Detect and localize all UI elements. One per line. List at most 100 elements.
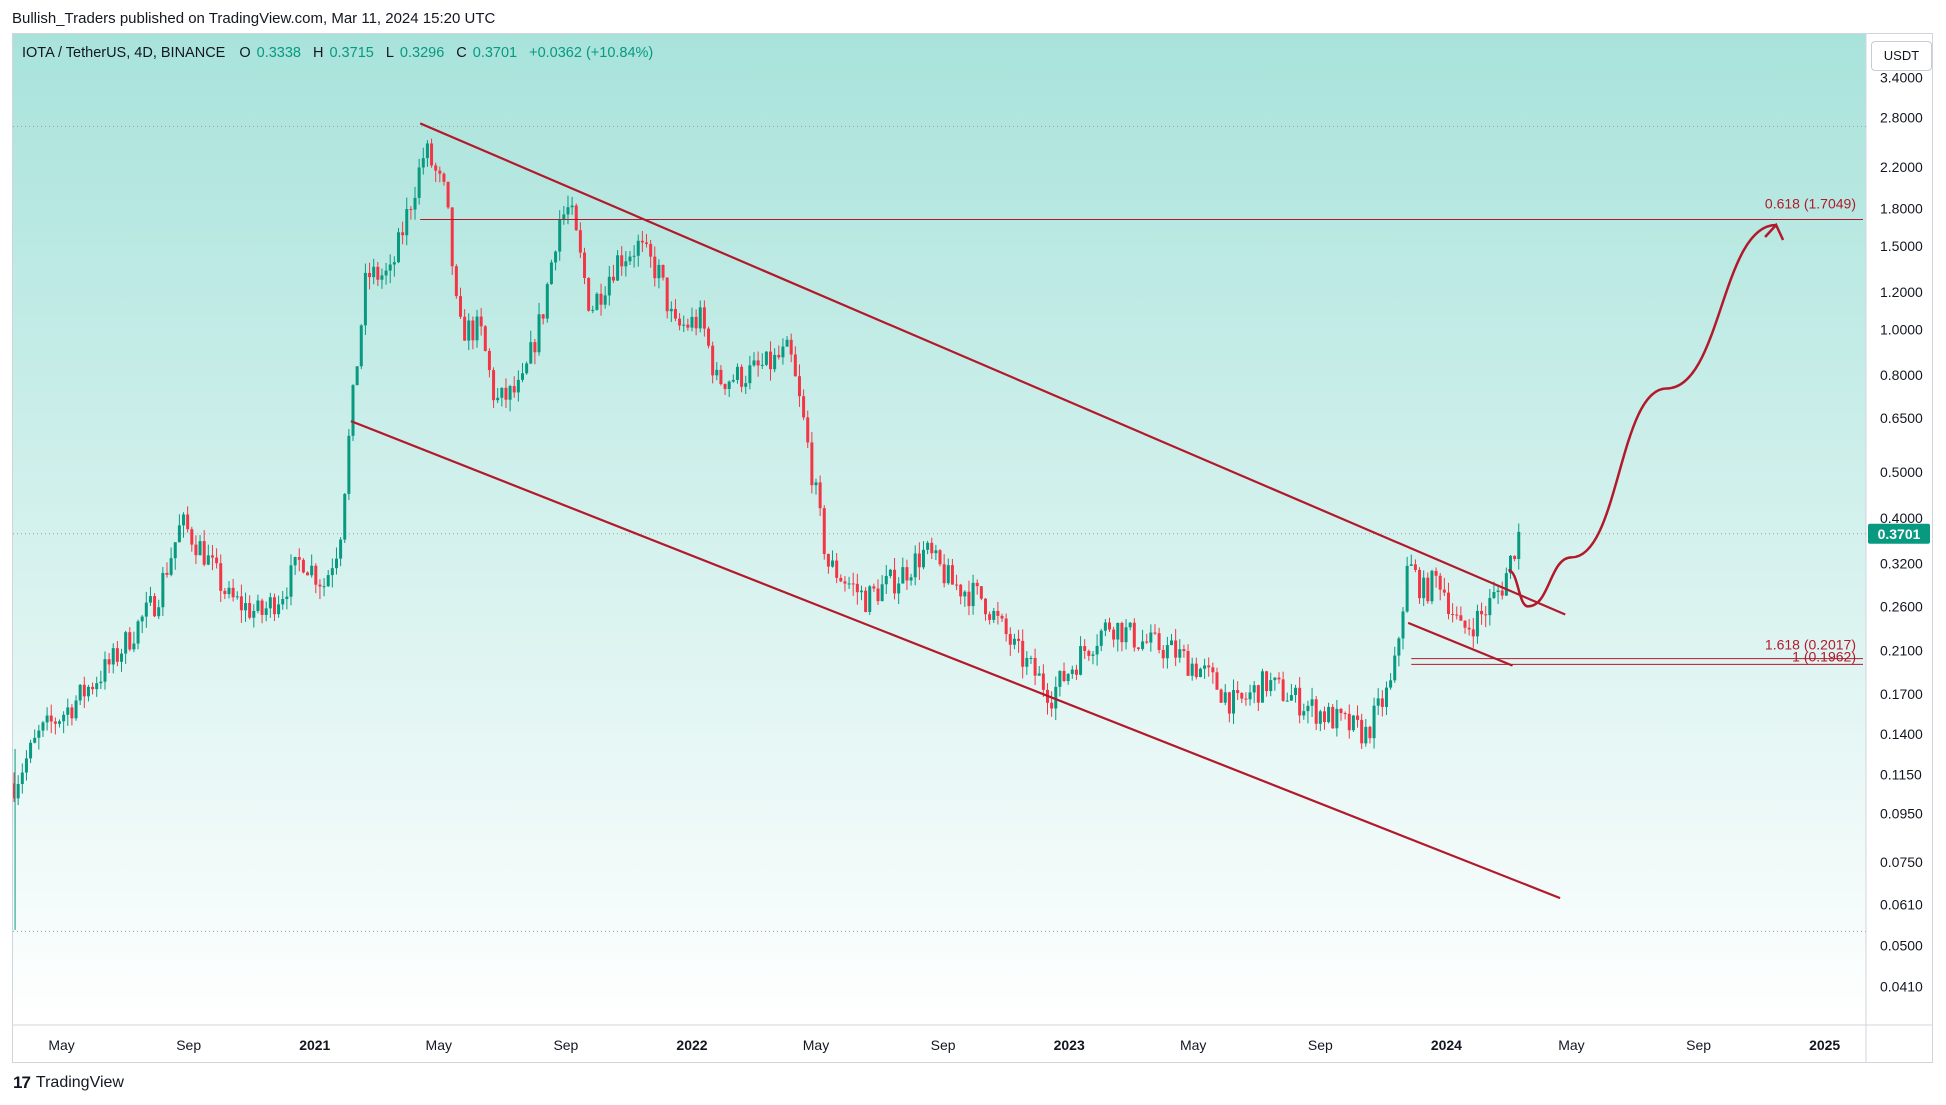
candle-body <box>405 209 409 236</box>
candle-body <box>1384 687 1388 707</box>
candle-body <box>673 308 677 319</box>
y-tick-label: 0.1150 <box>1880 766 1922 782</box>
candle-body <box>128 632 132 650</box>
candle-body <box>1281 679 1285 701</box>
candle-body <box>789 339 793 355</box>
candle-body <box>533 342 537 353</box>
candle-body <box>1215 672 1219 690</box>
candle-body <box>545 284 549 319</box>
candle-body <box>1174 640 1178 658</box>
candle-body <box>471 320 475 341</box>
candle-body <box>301 559 305 573</box>
candle-body <box>1480 610 1484 615</box>
candle-body <box>1269 680 1273 692</box>
plot-background <box>13 34 1866 1025</box>
change-value: +0.0362 (+10.84%) <box>529 45 654 61</box>
candle-body <box>248 603 252 618</box>
candle-body <box>1194 663 1198 678</box>
candle-body <box>661 264 665 278</box>
candle-body <box>120 653 124 662</box>
candle-body <box>277 604 281 615</box>
candle-body <box>1500 590 1504 596</box>
candle-body <box>1285 700 1289 702</box>
candle-body <box>731 379 735 382</box>
y-tick-label: 0.0950 <box>1880 806 1923 822</box>
candle-body <box>835 560 839 578</box>
candles <box>12 138 1521 806</box>
candle-body <box>177 525 181 543</box>
x-tick-label: May <box>48 1037 74 1053</box>
candle-body <box>330 568 334 576</box>
candle-body <box>1310 699 1314 706</box>
candle-body <box>421 158 425 168</box>
candle-body <box>388 264 392 271</box>
candle-body <box>425 143 429 159</box>
candle-body <box>963 591 967 597</box>
candle-body <box>1322 711 1326 723</box>
candle-body <box>239 596 243 611</box>
candle-body <box>549 262 553 285</box>
candle-body <box>752 360 756 366</box>
candle-body <box>628 256 632 262</box>
tradingview-logo-icon: 17 <box>13 1073 31 1092</box>
candle-body <box>186 514 190 530</box>
candle-body <box>115 648 119 662</box>
candle-body <box>756 360 760 366</box>
candle-body <box>1331 706 1335 729</box>
candle-body <box>1459 615 1463 621</box>
x-tick-label: May <box>1558 1037 1584 1053</box>
candle-body <box>793 354 797 377</box>
candle-body <box>1029 657 1033 659</box>
candle-body <box>392 262 396 265</box>
candle-body <box>930 542 934 554</box>
candle-body <box>698 307 702 329</box>
candle-body <box>520 373 524 380</box>
symbol-name[interactable]: IOTA / TetherUS, 4D, BINANCE <box>22 45 226 61</box>
candle-body <box>1136 647 1140 649</box>
candle-body <box>686 324 690 328</box>
candle-body <box>66 707 70 715</box>
candle-body <box>996 610 1000 616</box>
currency-button[interactable]: USDT <box>1871 41 1932 71</box>
y-tick-label: 1.8000 <box>1880 200 1923 216</box>
current-price-tag <box>1868 523 1930 544</box>
candle-body <box>1062 670 1066 682</box>
candle-body <box>210 555 214 558</box>
candle-body <box>202 541 206 565</box>
candle-body <box>107 659 111 665</box>
candle-body <box>376 266 380 280</box>
candle-body <box>1463 620 1467 628</box>
candle-body <box>888 569 892 576</box>
candle-body <box>1442 589 1446 593</box>
candle-body <box>409 209 413 211</box>
candle-body <box>161 572 165 608</box>
candle-body <box>401 232 405 236</box>
candle-body <box>1413 564 1417 570</box>
candle-body <box>640 240 644 243</box>
x-tick-label: 2025 <box>1809 1037 1840 1053</box>
candle-body <box>260 600 264 615</box>
fib-1618-label: 1.618 (0.2017) <box>1765 637 1856 653</box>
y-tick-label: 0.2600 <box>1880 598 1923 614</box>
candle-body <box>1198 668 1202 678</box>
candle-body <box>1294 687 1298 696</box>
candle-body <box>694 316 698 329</box>
candle-body <box>715 369 719 376</box>
candle-body <box>173 542 177 559</box>
candle-body <box>272 597 276 615</box>
candle-body <box>1141 641 1145 649</box>
candle-body <box>450 207 454 267</box>
candle-body <box>70 707 74 719</box>
x-tick-label: Sep <box>1308 1037 1333 1053</box>
y-tick-label: 0.8000 <box>1880 367 1923 383</box>
open-label: O <box>239 45 251 61</box>
candle-body <box>314 565 318 585</box>
candle-body <box>872 586 876 589</box>
candle-body <box>1455 614 1459 616</box>
x-tick-label: 2023 <box>1054 1037 1085 1053</box>
candle-body <box>194 544 198 556</box>
candle-body <box>78 684 82 701</box>
candle-body <box>719 369 723 385</box>
tradingview-brand[interactable]: 17 TradingView <box>13 1073 124 1093</box>
